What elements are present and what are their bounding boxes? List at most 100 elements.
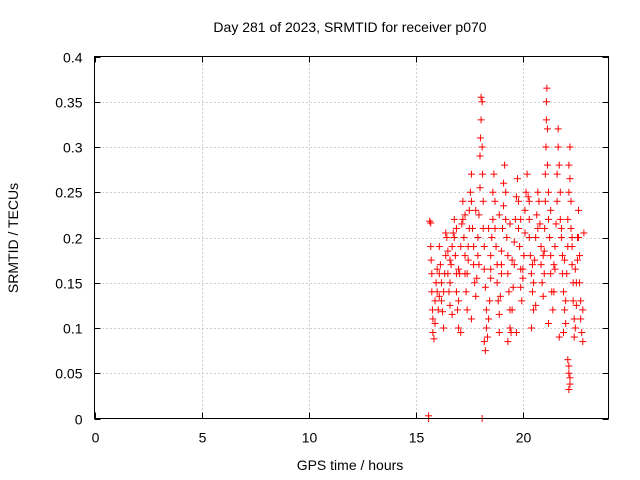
- data-point: [515, 224, 523, 232]
- data-point: [523, 170, 531, 178]
- data-point: [535, 197, 543, 205]
- data-point: [567, 224, 575, 232]
- y-tick-label: 0.35: [55, 95, 82, 111]
- data-point: [541, 170, 549, 178]
- data-point: [510, 261, 518, 269]
- data-point: [479, 170, 487, 178]
- data-point: [439, 308, 447, 316]
- data-point: [487, 252, 495, 260]
- data-point: [527, 270, 535, 278]
- data-point: [553, 197, 561, 205]
- data-point: [573, 256, 581, 264]
- data-point: [457, 329, 465, 337]
- data-point: [448, 243, 456, 251]
- data-point: [502, 188, 510, 196]
- data-point: [444, 247, 452, 255]
- data-point: [545, 188, 553, 196]
- data-point: [543, 125, 551, 133]
- data-point: [537, 261, 545, 269]
- data-point: [452, 288, 460, 296]
- data-point: [481, 283, 489, 291]
- data-point: [578, 329, 586, 337]
- data-point: [509, 283, 517, 291]
- data-point: [568, 261, 576, 269]
- data-point: [458, 220, 466, 228]
- data-point: [566, 175, 574, 183]
- data-point: [508, 306, 516, 314]
- data-point: [518, 297, 526, 305]
- data-point: [553, 170, 561, 178]
- data-point: [502, 215, 510, 223]
- data-point: [565, 188, 573, 196]
- data-point: [571, 324, 579, 332]
- data-point: [449, 229, 457, 237]
- data-point: [472, 206, 480, 214]
- data-point: [557, 234, 565, 241]
- data-point: [447, 261, 455, 269]
- data-point: [533, 211, 541, 219]
- data-point: [427, 256, 435, 264]
- data-point: [554, 125, 562, 133]
- data-point: [562, 319, 570, 327]
- y-tick-label: 0.3: [63, 140, 83, 156]
- data-point: [531, 256, 539, 264]
- data-point: [555, 161, 563, 169]
- data-point: [463, 306, 471, 314]
- data-point: [467, 315, 475, 323]
- data-point: [521, 206, 529, 214]
- data-point: [549, 306, 557, 314]
- data-point: [567, 197, 575, 205]
- data-point: [493, 279, 501, 287]
- data-point: [492, 243, 500, 251]
- data-point: [469, 224, 477, 232]
- data-point: [470, 243, 478, 251]
- data-point: [479, 197, 487, 205]
- chart-title: Day 281 of 2023, SRMTID for receiver p07…: [213, 19, 486, 35]
- data-point: [506, 220, 514, 228]
- data-point: [442, 252, 450, 260]
- data-point: [464, 256, 472, 264]
- data-point: [501, 161, 509, 169]
- data-point: [545, 319, 553, 327]
- data-point: [430, 335, 438, 343]
- y-axis-label: SRMTID / TECUs: [5, 183, 21, 293]
- data-point: [563, 270, 571, 278]
- data-point: [569, 297, 577, 305]
- y-tick-label: 0.25: [55, 185, 82, 201]
- data-point: [474, 234, 482, 241]
- y-tick-label: 0.2: [63, 231, 83, 247]
- data-point: [564, 356, 572, 364]
- data-point: [557, 224, 565, 232]
- data-point: [478, 98, 486, 106]
- data-point: [476, 184, 484, 192]
- data-point: [576, 279, 584, 287]
- data-point: [427, 243, 435, 251]
- data-point: [477, 116, 485, 124]
- data-point: [579, 306, 587, 314]
- data-point: [505, 288, 513, 296]
- data-point: [459, 197, 467, 205]
- data-point: [543, 84, 551, 92]
- data-point: [467, 197, 475, 205]
- data-point: [566, 143, 574, 151]
- data-point: [542, 143, 550, 151]
- data-point: [450, 215, 458, 223]
- x-tick-label: 10: [302, 430, 318, 446]
- data-point: [528, 288, 536, 296]
- data-point: [473, 274, 481, 282]
- data-point: [481, 347, 489, 355]
- data-point: [508, 256, 516, 264]
- y-tick-label: 0.15: [55, 276, 82, 292]
- x-tick-label: 20: [516, 430, 532, 446]
- data-point: [541, 197, 549, 205]
- data-point: [547, 270, 555, 278]
- tick-layer: 0 0.05 0.1 0.15 0.2 0.25 0.3 0.35 0.4 0 5 10 15 20: [55, 50, 609, 446]
- data-point: [487, 265, 495, 273]
- data-point: [455, 324, 463, 332]
- data-point: [524, 193, 532, 201]
- data-point: [534, 224, 542, 232]
- y-tick-label: 0.1: [63, 321, 83, 337]
- data-points: [425, 84, 588, 422]
- data-point: [467, 170, 475, 178]
